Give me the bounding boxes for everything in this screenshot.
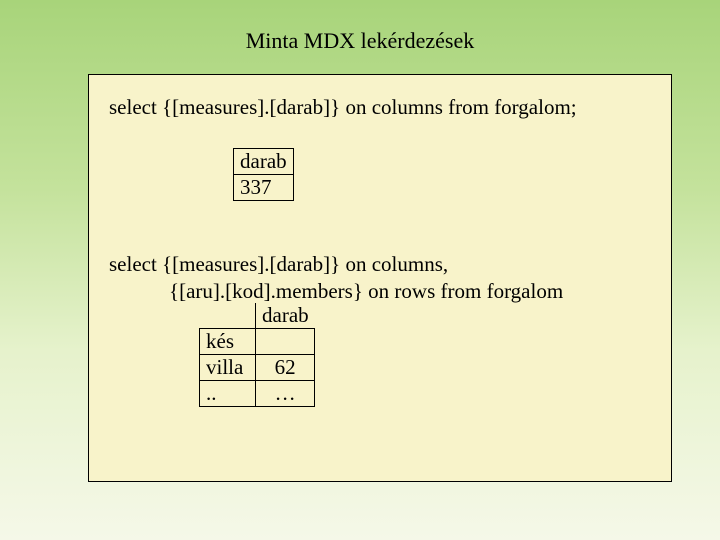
table-row: darab <box>200 303 315 329</box>
table-row: darab <box>234 149 294 175</box>
table-value-cell: 62 <box>256 354 315 380</box>
table-empty-cell <box>200 303 256 329</box>
table-header-cell: darab <box>234 149 294 175</box>
table-row: 337 <box>234 175 294 201</box>
table-value-cell: … <box>256 380 315 406</box>
table-value-cell <box>256 328 315 354</box>
table-value-cell: 337 <box>234 175 294 201</box>
query-2: select {[measures].[darab]} on columns, … <box>109 251 651 305</box>
query-1: select {[measures].[darab]} on columns f… <box>109 95 651 120</box>
table-label-cell: .. <box>200 380 256 406</box>
table-label-cell: kés <box>200 328 256 354</box>
table-row: kés <box>200 328 315 354</box>
page-title: Minta MDX lekérdezések <box>0 0 720 74</box>
query-2-line-2: {[aru].[kod].members} on rows from forga… <box>109 278 651 305</box>
table-header-cell: darab <box>256 303 315 329</box>
result-table-1: darab 337 <box>233 148 294 201</box>
table-row: villa 62 <box>200 354 315 380</box>
table-label-cell: villa <box>200 354 256 380</box>
query-2-line-1: select {[measures].[darab]} on columns, <box>109 251 651 278</box>
table-row: .. … <box>200 380 315 406</box>
content-panel: select {[measures].[darab]} on columns f… <box>88 74 672 482</box>
result-table-2: darab kés villa 62 .. … <box>199 303 315 407</box>
